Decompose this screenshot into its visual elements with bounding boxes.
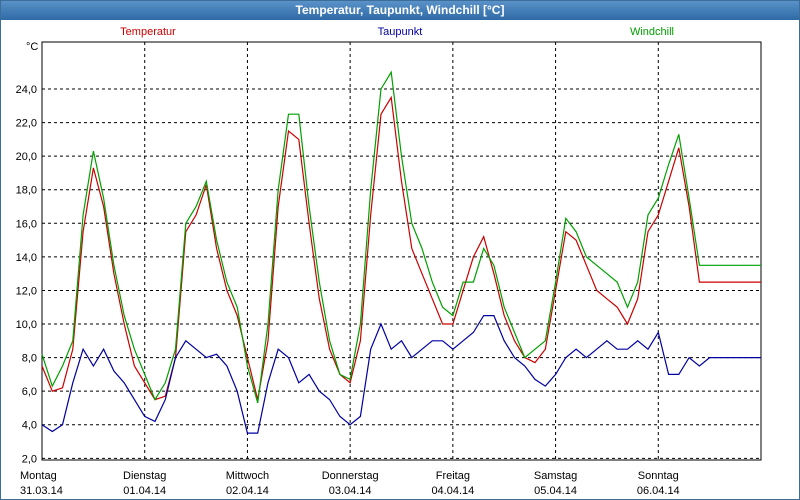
x-date-label: 02.04.14 — [226, 485, 269, 497]
y-axis-unit: °C — [26, 41, 38, 53]
legend-taupunkt: Taupunkt — [378, 26, 423, 38]
y-tick-label: 18,0 — [16, 185, 37, 197]
y-tick-label: 16,0 — [16, 218, 37, 230]
x-date-label: 31.03.14 — [20, 485, 63, 497]
x-day-label: Samstag — [534, 470, 577, 482]
x-date-label: 04.04.14 — [431, 485, 474, 497]
y-tick-label: 20,0 — [16, 151, 37, 163]
x-date-label: 05.04.14 — [534, 485, 577, 497]
x-date-label: 03.04.14 — [329, 485, 372, 497]
y-tick-label: 24,0 — [16, 84, 37, 96]
series-line-windchill — [41, 70, 761, 404]
y-tick-label: 4,0 — [22, 420, 37, 432]
y-tick-label: 8,0 — [22, 353, 37, 365]
legend-windchill: Windchill — [630, 26, 674, 38]
x-day-label: Dienstag — [123, 470, 166, 482]
x-date-label: 01.04.14 — [123, 485, 166, 497]
y-tick-label: 2,0 — [22, 453, 37, 465]
y-tick-label: 10,0 — [16, 319, 37, 331]
x-day-label: Donnerstag — [322, 470, 379, 482]
x-day-label: Freitag — [436, 470, 470, 482]
series-line-temperatur — [41, 95, 761, 401]
plot-area — [41, 41, 762, 461]
x-day-label: Sonntag — [638, 470, 679, 482]
y-tick-label: 14,0 — [16, 252, 37, 264]
y-tick-label: 22,0 — [16, 118, 37, 130]
y-tick-label: 6,0 — [22, 386, 37, 398]
x-day-label: Montag — [20, 470, 57, 482]
x-day-label: Mittwoch — [226, 470, 269, 482]
window-title: Temperatur, Taupunkt, Windchill [°C] — [1, 1, 799, 20]
legend-temperatur: Temperatur — [120, 26, 176, 38]
series-line-taupunkt — [41, 315, 761, 434]
y-tick-label: 12,0 — [16, 285, 37, 297]
x-date-label: 06.04.14 — [637, 485, 680, 497]
